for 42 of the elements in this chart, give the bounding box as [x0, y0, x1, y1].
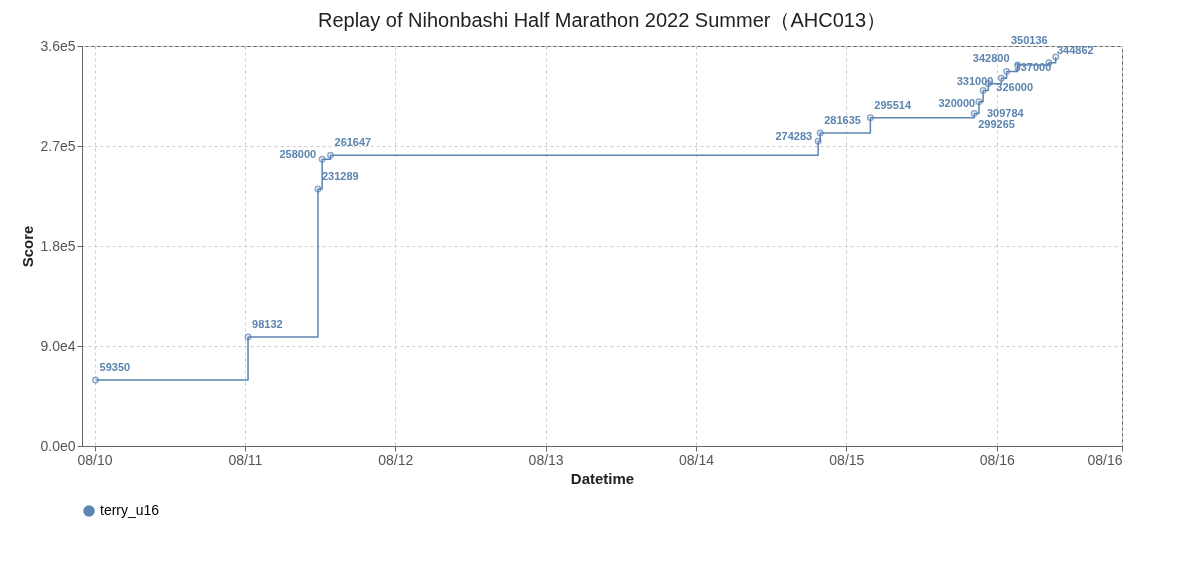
- point: [816, 129, 824, 137]
- x-tick-label: 08/16: [979, 451, 1015, 468]
- data-label: 258000: [279, 148, 317, 161]
- data-label: 309784: [986, 106, 1025, 119]
- x-tick-label: 08/10: [77, 451, 113, 468]
- data-label: 261647: [334, 136, 372, 149]
- y-axis-title: Score: [19, 225, 37, 268]
- point: [814, 137, 822, 145]
- x-tick-label: 08/14: [678, 451, 715, 468]
- data-label: 320000: [938, 97, 976, 110]
- point: [1003, 68, 1011, 76]
- x-tick-label: 08/15: [829, 451, 865, 468]
- data-label: 295514: [874, 98, 912, 111]
- point: [975, 98, 983, 106]
- point: [979, 86, 987, 94]
- y-tick-label: 1.8e5: [40, 237, 76, 254]
- data-label: 350136: [1010, 33, 1048, 46]
- data-label: 98132: [252, 317, 283, 330]
- x-tick-label: 08/16: [1087, 451, 1123, 468]
- y-tick-label: 0.0e0: [40, 437, 76, 454]
- data-label: 331000: [956, 75, 994, 88]
- data-label: 342800: [972, 52, 1010, 65]
- data-label: 299265: [978, 118, 1015, 131]
- point: [327, 151, 334, 159]
- y-tick-label: 9.0e4: [40, 337, 76, 354]
- data-label: 274283: [775, 130, 813, 143]
- x-tick-label: 08/12: [378, 451, 414, 468]
- legend-label: terry_u16: [100, 502, 160, 518]
- point: [866, 114, 874, 122]
- chart-title: Replay of Nihonbashi Half Marathon 2022 Summer（AHC013）: [317, 8, 887, 31]
- data-label: 281635: [824, 114, 861, 127]
- y-tick-label: 3.6e5: [40, 37, 76, 54]
- y-tick-label: 2.7e5: [40, 137, 76, 154]
- data-label: 326000: [996, 80, 1034, 93]
- x-tick-label: 08/11: [228, 451, 263, 468]
- point: [318, 155, 326, 163]
- data-label: 344862: [1056, 43, 1094, 56]
- point: [997, 74, 1005, 82]
- data-label: 59350: [99, 361, 131, 374]
- x-axis-title: Datetime: [570, 469, 635, 487]
- x-tick-label: 08/13: [528, 451, 564, 468]
- point: [970, 110, 978, 117]
